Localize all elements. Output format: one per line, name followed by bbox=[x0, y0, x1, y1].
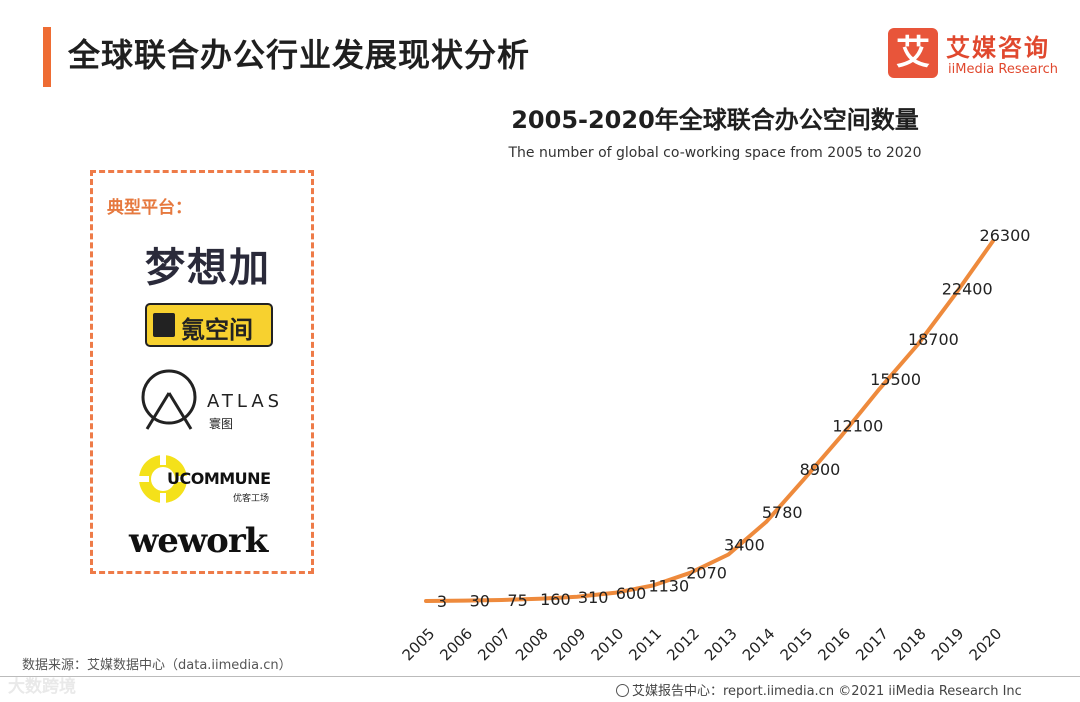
globe-icon bbox=[616, 684, 629, 697]
chart-title: 2005-2020年全球联合办公空间数量 bbox=[511, 106, 919, 134]
data-label: 600 bbox=[616, 584, 647, 603]
x-tick-label: 2018 bbox=[890, 625, 930, 665]
data-label: 26300 bbox=[980, 226, 1031, 245]
data-label: 2070 bbox=[686, 564, 727, 583]
x-tick-label: 2009 bbox=[550, 625, 590, 665]
data-label: 5780 bbox=[762, 503, 803, 522]
watermark: 大数跨境 bbox=[8, 677, 76, 697]
footer-divider bbox=[0, 676, 1080, 677]
series-line bbox=[424, 239, 995, 603]
data-label: 310 bbox=[578, 588, 609, 607]
brand-name-en: iiMedia Research bbox=[948, 62, 1059, 77]
x-tick-label: 2015 bbox=[777, 625, 817, 665]
logo-mengxiangjia: 梦想加 bbox=[145, 245, 271, 291]
data-label: 8900 bbox=[800, 460, 841, 479]
ucommune-text-en: UCOMMUNE bbox=[167, 469, 271, 488]
logo-dankongjian: 氪空间 bbox=[145, 303, 273, 347]
footer-credit-text: 艾媒报告中心：report.iimedia.cn ©2021 iiMedia R… bbox=[632, 684, 1022, 699]
brand-logo: 艾 艾媒咨询 iiMedia Research bbox=[888, 28, 1068, 84]
data-label: 75 bbox=[507, 591, 527, 610]
x-tick-label: 2008 bbox=[512, 625, 552, 665]
footer-credit: 艾媒报告中心：report.iimedia.cn ©2021 iiMedia R… bbox=[616, 680, 1022, 699]
x-tick-label: 2013 bbox=[701, 625, 741, 665]
data-label: 12100 bbox=[832, 416, 883, 435]
logo-ucommune: UCOMMUNE 优客工场 bbox=[133, 449, 283, 511]
x-tick-label: 2012 bbox=[663, 625, 703, 665]
brand-name-cn: 艾媒咨询 bbox=[946, 34, 1050, 62]
data-label: 160 bbox=[540, 590, 571, 609]
x-tick-label: 2017 bbox=[852, 625, 892, 665]
title-accent-bar bbox=[43, 27, 51, 87]
x-tick-label: 2014 bbox=[739, 625, 779, 665]
data-label: 3400 bbox=[724, 536, 765, 555]
data-label: 15500 bbox=[870, 370, 921, 389]
ucommune-icon bbox=[135, 451, 191, 507]
x-tick-label: 2011 bbox=[625, 625, 665, 665]
data-label: 18700 bbox=[908, 330, 959, 349]
x-tick-label: 2010 bbox=[588, 625, 628, 665]
chart-subtitle: The number of global co-working space fr… bbox=[508, 145, 922, 161]
data-label: 30 bbox=[470, 592, 490, 611]
platforms-label: 典型平台： bbox=[107, 198, 192, 218]
page-title: 全球联合办公行业发展现状分析 bbox=[68, 36, 531, 74]
data-label: 3 bbox=[437, 592, 447, 611]
logo-atlas: ATLAS 寰图 bbox=[139, 367, 279, 437]
x-tick-label: 2005 bbox=[399, 625, 439, 665]
atlas-text-en: ATLAS bbox=[207, 391, 284, 412]
platforms-panel: 典型平台： 梦想加 氪空间 ATLAS 寰图 UCOMMUNE 优 bbox=[90, 170, 314, 574]
data-source: 数据来源：艾媒数据中心（data.iimedia.cn） bbox=[22, 658, 292, 673]
x-tick-label: 2019 bbox=[928, 625, 968, 665]
dankongjian-text: 氪空间 bbox=[181, 316, 253, 344]
dankongjian-icon bbox=[153, 313, 175, 337]
logo-wework: wework bbox=[129, 521, 268, 561]
x-tick-label: 2016 bbox=[814, 625, 854, 665]
brand-mark: 艾 bbox=[888, 28, 938, 78]
atlas-icon bbox=[141, 369, 197, 430]
data-label: 22400 bbox=[942, 279, 993, 298]
atlas-text-cn: 寰图 bbox=[209, 417, 234, 431]
data-label: 1130 bbox=[648, 577, 689, 596]
ucommune-text-cn: 优客工场 bbox=[233, 494, 270, 504]
x-tick-label: 2020 bbox=[966, 625, 1006, 665]
x-tick-label: 2006 bbox=[436, 625, 476, 665]
x-tick-label: 2007 bbox=[474, 625, 514, 665]
